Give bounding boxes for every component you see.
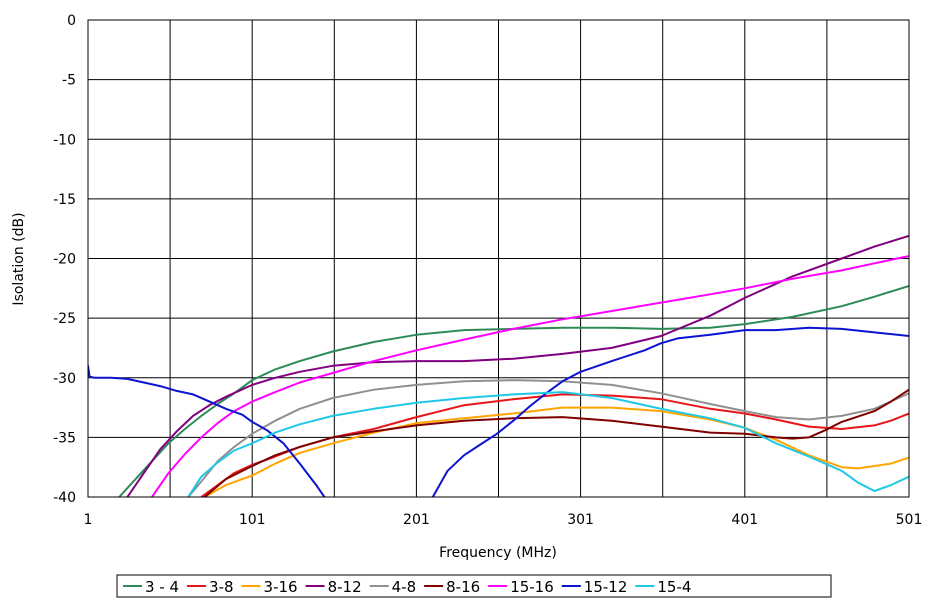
series-line-3-4 — [118, 284, 909, 497]
legend-label: 15-16 — [510, 578, 554, 596]
x-axis-title: Frequency (MHz) — [439, 545, 557, 561]
series-line-15-4 — [187, 391, 909, 497]
y-tick-label: -25 — [53, 311, 76, 327]
x-tick-label: 101 — [239, 512, 266, 528]
plot-frame — [87, 19, 910, 498]
series-line-3-16 — [203, 406, 909, 497]
series-line-4-8 — [187, 379, 909, 497]
y-tick-label: -10 — [53, 132, 76, 148]
legend-label: 15-12 — [584, 578, 628, 596]
legend-label: 3 - 4 — [145, 578, 179, 596]
series-line-15-12 — [431, 326, 909, 497]
plot-border — [87, 19, 910, 498]
tick-labels: 0 -5 -10 -15 -20 -25 -30 -35 -40 1 101 201 301 401 501 — [53, 13, 922, 528]
x-tick-label: 401 — [731, 512, 758, 528]
series-line-8-16 — [203, 388, 909, 497]
series-line-15-12 — [88, 364, 326, 497]
legend-label: 3-16 — [264, 578, 298, 596]
legend: 3 - 4 3-8 3-16 8-12 4-8 8-16 15-16 15-12 15-4 — [116, 574, 832, 598]
y-tick-label: -40 — [53, 490, 76, 506]
y-tick-label: 0 — [67, 13, 76, 29]
legend-label: 8-12 — [328, 578, 362, 596]
legend-label: 8-16 — [446, 578, 480, 596]
series-line-8-12 — [126, 234, 909, 497]
x-tick-label: 301 — [567, 512, 594, 528]
y-tick-label: -5 — [62, 73, 76, 89]
grid — [87, 19, 910, 498]
y-tick-label: -20 — [53, 252, 76, 268]
series-line-15-16 — [151, 255, 909, 497]
x-tick-label: 201 — [403, 512, 430, 528]
legend-label: 15-4 — [657, 578, 691, 596]
series-lines — [88, 234, 909, 497]
y-tick-label: -35 — [53, 430, 76, 446]
legend-box — [116, 574, 832, 598]
y-axis-title: Isolation (dB) — [11, 212, 27, 305]
y-tick-label: -30 — [53, 371, 76, 387]
legend-label: 3-8 — [209, 578, 234, 596]
legend-label: 4-8 — [392, 578, 417, 596]
x-tick-label: 501 — [896, 512, 923, 528]
y-tick-label: -15 — [53, 192, 76, 208]
x-tick-label: 1 — [84, 512, 93, 528]
